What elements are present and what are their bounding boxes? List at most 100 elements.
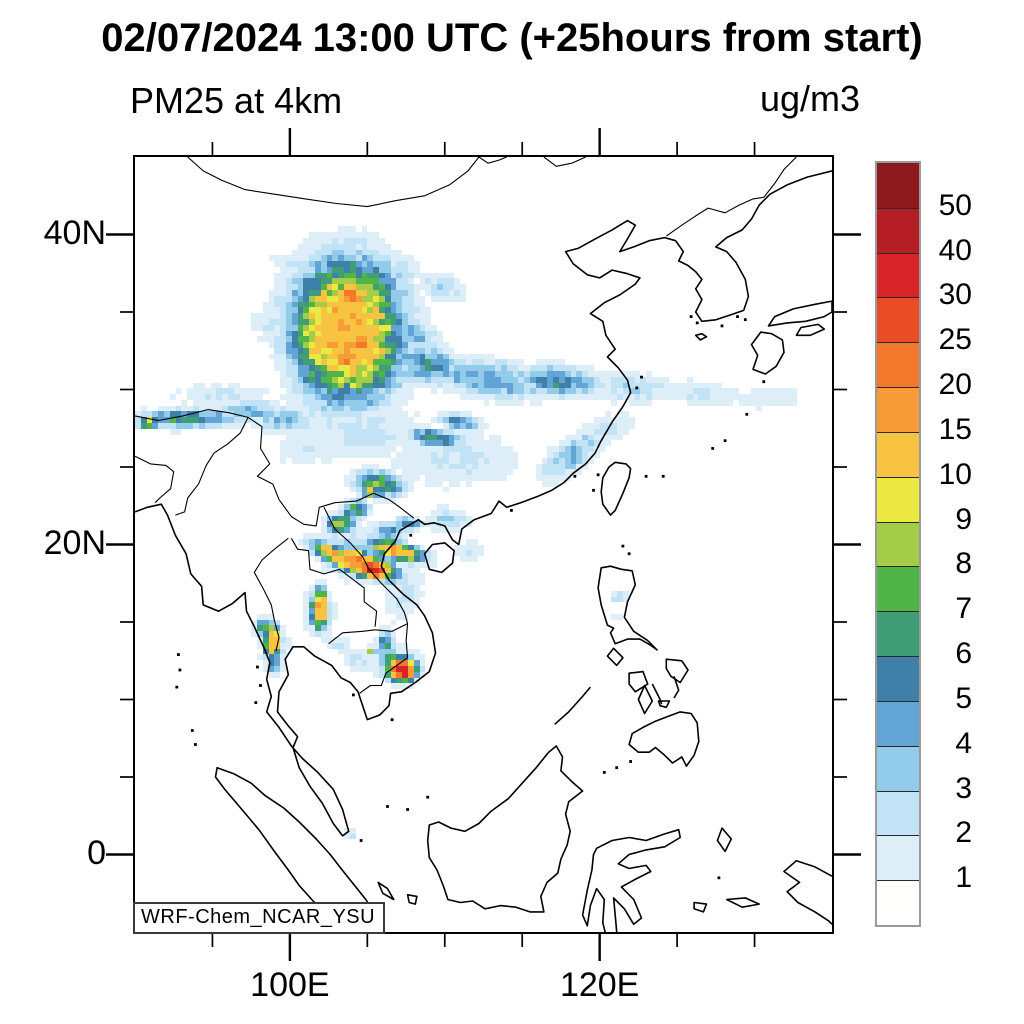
country-border-path	[763, 157, 797, 198]
small-island-speck	[629, 760, 632, 763]
small-island-speck	[635, 386, 639, 390]
small-island-speck	[644, 474, 648, 478]
small-island-speck	[615, 766, 619, 770]
coastline-path	[783, 859, 832, 925]
colorbar-cell	[877, 163, 919, 208]
colorbar-tick-label: 5	[955, 682, 972, 715]
coastline-path	[716, 827, 733, 853]
colorbar-cell	[877, 701, 919, 746]
coastline-path	[628, 711, 700, 767]
colorbar-tick-label: 6	[955, 637, 972, 670]
small-island-speck	[254, 701, 258, 704]
coastline-path	[767, 300, 832, 327]
country-border-path	[323, 507, 409, 624]
plot-title: 02/07/2024 13:00 UTC (+25hours from star…	[101, 16, 923, 60]
small-island-speck	[689, 315, 693, 318]
x-axis-tick-label: 120E	[559, 966, 640, 1004]
country-border-path	[135, 409, 415, 527]
colorbar-tick-label: 9	[955, 503, 972, 536]
colorbar-cell	[877, 432, 919, 477]
variable-label: PM25 at 4km	[130, 80, 343, 121]
country-border-path	[135, 455, 175, 504]
colorbar-cell	[877, 522, 919, 566]
small-island-speck	[426, 795, 430, 799]
colorbar-cell	[877, 656, 919, 701]
colorbar-cell	[877, 208, 919, 253]
small-island-speck	[386, 805, 389, 808]
small-island-speck	[661, 474, 665, 478]
coastline-path	[600, 461, 632, 516]
small-island-speck	[602, 771, 606, 774]
small-island-speck	[359, 839, 363, 842]
coastline-path	[693, 901, 708, 913]
small-island-speck	[190, 729, 194, 732]
coastline-path	[423, 542, 455, 574]
small-island-speck	[175, 685, 179, 689]
colorbar-tick-label: 8	[955, 547, 972, 580]
small-island-speck	[695, 321, 699, 325]
colorbar-cell	[877, 880, 919, 925]
small-island-speck	[409, 533, 413, 537]
small-island-speck	[745, 412, 749, 416]
small-island-speck	[390, 718, 394, 722]
small-island-speck	[627, 552, 631, 556]
coastline-layer	[135, 157, 832, 932]
country-border-path	[187, 157, 507, 208]
small-island-speck	[711, 447, 715, 450]
small-island-speck	[573, 474, 577, 478]
small-island-speck	[259, 684, 262, 687]
coastline-path	[135, 170, 832, 837]
colorbar-cell	[877, 477, 919, 522]
small-island-speck	[406, 808, 409, 811]
small-island-speck	[256, 665, 259, 669]
coastline-path	[673, 676, 680, 699]
colorbar-tick-label: 15	[938, 413, 972, 446]
colorbar-cell	[877, 835, 919, 880]
small-island-speck	[723, 439, 727, 443]
coastline-path	[637, 684, 654, 715]
coastline-path	[406, 894, 418, 905]
coastline-path	[657, 700, 671, 709]
y-axis-tick-label: 20N	[43, 523, 106, 562]
colorbar-tick-label: 40	[938, 234, 972, 267]
small-island-speck	[177, 653, 180, 656]
small-island-speck	[621, 544, 625, 548]
y-axis-tick-label: 0	[87, 833, 106, 872]
colorbar-cell	[877, 297, 919, 342]
colorbar-tick-label: 50	[938, 189, 972, 222]
coastline-path	[665, 658, 689, 684]
coastline-path	[377, 881, 395, 901]
colorbar-tick-label: 4	[955, 727, 972, 760]
small-island-speck	[596, 473, 600, 477]
map-plot	[133, 155, 834, 934]
country-border-path	[290, 538, 378, 627]
small-island-speck	[762, 380, 766, 384]
coastline-path	[651, 683, 663, 705]
y-axis-tick-label: 40N	[43, 213, 106, 252]
colorbar-tick-label: 25	[938, 323, 972, 356]
small-island-speck	[743, 318, 747, 322]
country-border-path	[665, 196, 764, 237]
small-island-speck	[720, 324, 724, 328]
colorbar-tick-label: 1	[955, 861, 972, 894]
colorbar-tick-label: 30	[938, 278, 972, 311]
country-border-path	[175, 417, 249, 516]
coastline-path	[725, 897, 760, 908]
country-border-path	[328, 629, 376, 645]
coastline-path	[795, 323, 826, 337]
country-border-path	[253, 537, 289, 652]
small-island-speck	[352, 693, 355, 697]
small-island-speck	[194, 743, 197, 746]
small-island-speck	[510, 509, 513, 512]
coastline-path	[597, 565, 658, 651]
colorbar	[875, 161, 921, 927]
units-label: ug/m3	[759, 78, 860, 119]
colorbar-cell	[877, 342, 919, 387]
country-border-path	[359, 623, 409, 694]
coastline-path	[750, 331, 785, 375]
colorbar-tick-label: 20	[938, 368, 972, 401]
colorbar-cell	[877, 253, 919, 297]
coastline-path	[214, 766, 381, 932]
colorbar-cell	[877, 566, 919, 611]
small-island-speck	[640, 375, 643, 379]
